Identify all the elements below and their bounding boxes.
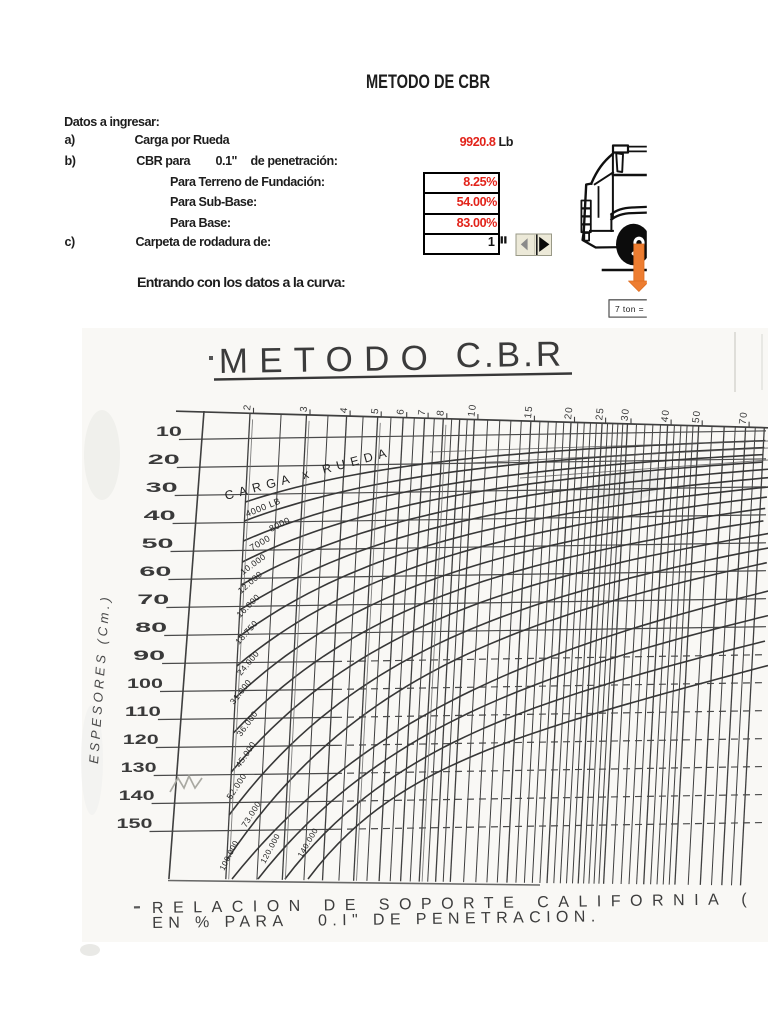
- svg-text:30: 30: [620, 407, 633, 421]
- svg-text:50: 50: [142, 536, 174, 551]
- svg-text:20: 20: [563, 406, 576, 420]
- svg-text:C.B.R: C.B.R: [455, 335, 564, 376]
- svg-text:130: 130: [121, 760, 157, 775]
- svg-text:7: 7: [417, 408, 429, 416]
- svg-text:3: 3: [299, 405, 311, 413]
- svg-text:40: 40: [144, 508, 176, 523]
- svg-text:15: 15: [523, 405, 536, 419]
- svg-text:110: 110: [125, 704, 161, 719]
- svg-text:30: 30: [146, 480, 178, 495]
- svg-text:20: 20: [148, 452, 180, 467]
- svg-text:70: 70: [137, 592, 169, 607]
- svg-text:2: 2: [242, 403, 254, 411]
- svg-text:90: 90: [133, 648, 165, 663]
- svg-text:25: 25: [594, 407, 607, 421]
- svg-text:10: 10: [156, 424, 182, 439]
- svg-text:50: 50: [691, 409, 704, 423]
- svg-text:METODO: METODO: [218, 339, 439, 381]
- svg-text:60: 60: [139, 564, 171, 579]
- svg-text:150: 150: [117, 816, 153, 831]
- svg-text:5: 5: [370, 407, 382, 415]
- svg-text:8: 8: [435, 409, 447, 417]
- svg-text:40: 40: [660, 408, 673, 422]
- svg-text:4: 4: [339, 406, 351, 414]
- svg-text:EN % PARA 0.I" DE PENETRACI: EN % PARA 0.I" DE PENETRACION.: [152, 908, 601, 932]
- svg-text:100: 100: [127, 676, 163, 691]
- svg-text:6: 6: [395, 408, 407, 416]
- svg-text:10: 10: [466, 403, 479, 417]
- svg-text:70: 70: [738, 411, 751, 425]
- svg-text:120: 120: [123, 732, 159, 747]
- svg-text:80: 80: [135, 620, 167, 635]
- svg-text:140: 140: [119, 788, 155, 803]
- svg-text:7 ton =: 7 ton =: [615, 304, 644, 314]
